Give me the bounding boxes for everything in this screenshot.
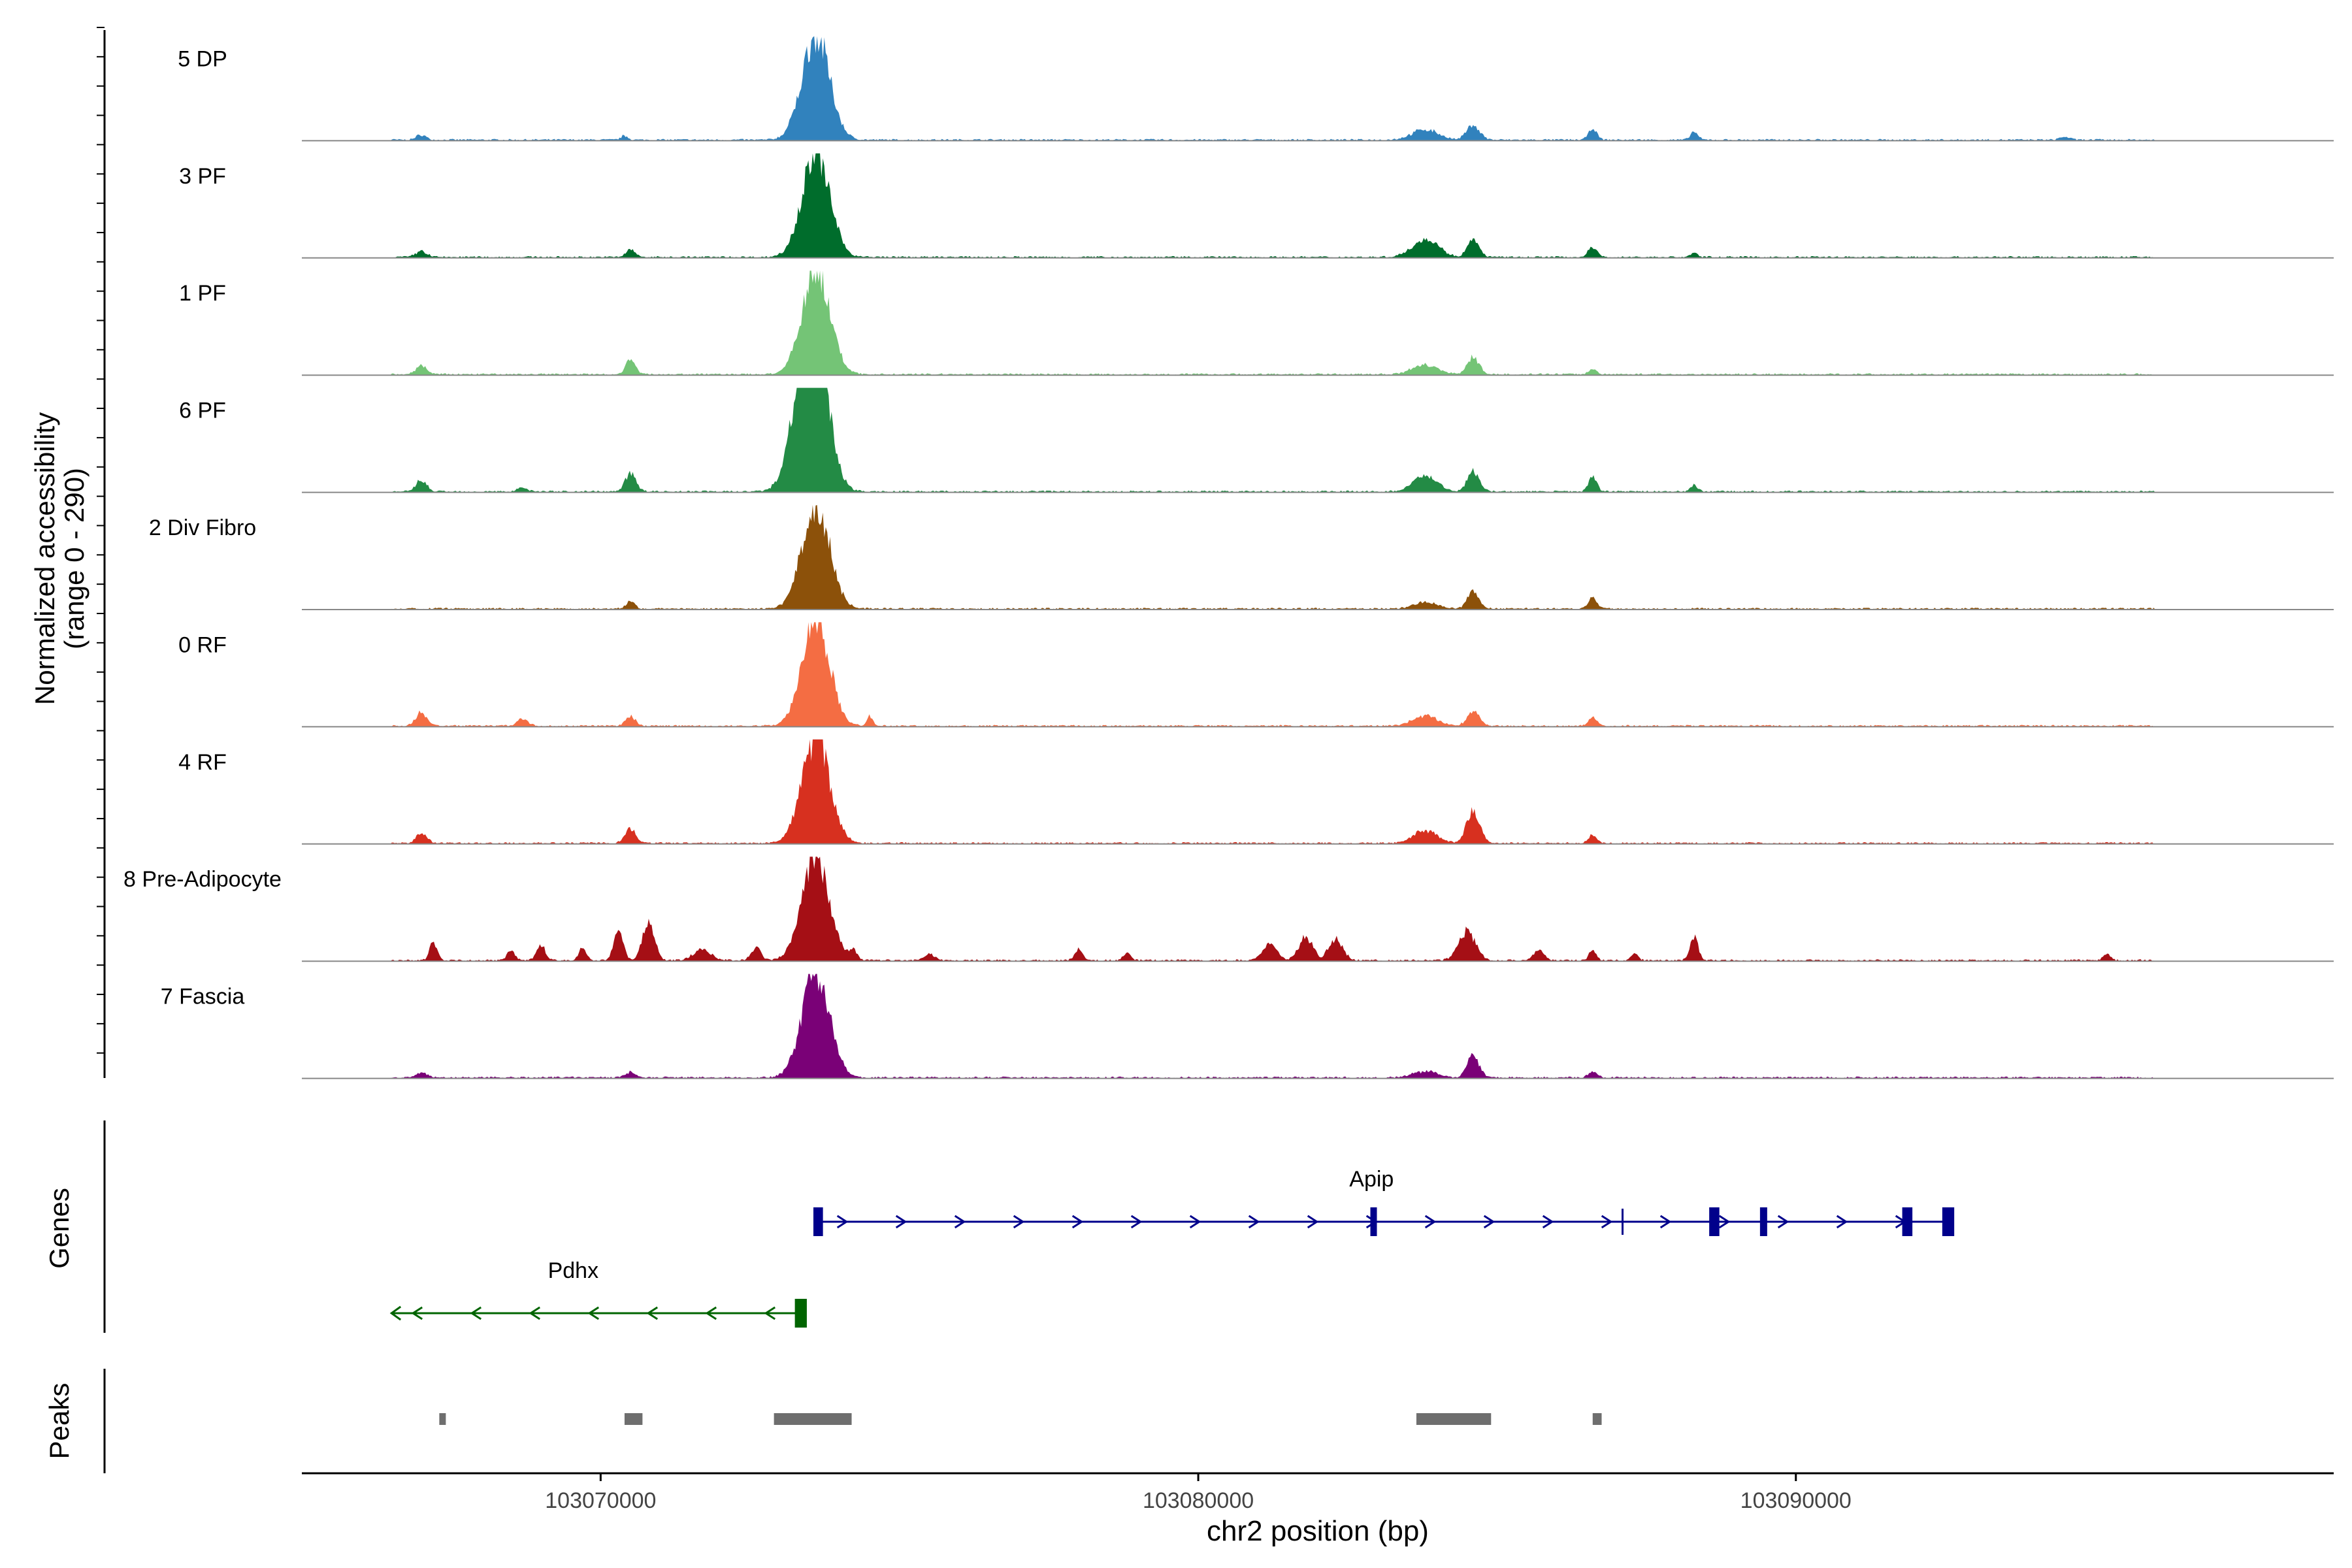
strand-arrow xyxy=(1130,1215,1143,1229)
gene-pdhx: Pdhx xyxy=(389,1258,807,1328)
coverage-area xyxy=(302,36,2334,141)
coverage-area xyxy=(302,270,2334,376)
strand-arrow xyxy=(1542,1215,1554,1229)
track-label: 0 RF xyxy=(178,632,227,657)
strand-arrow xyxy=(895,1215,907,1229)
exon xyxy=(813,1207,823,1236)
y-axis-label-range: (range 0 - 290) xyxy=(59,468,90,649)
track-6-pf: 6 PF xyxy=(97,378,2334,493)
exon xyxy=(1370,1207,1377,1236)
peak-track xyxy=(103,1369,1602,1473)
strand-arrow xyxy=(1189,1215,1201,1229)
exon xyxy=(794,1299,807,1328)
strand-arrow xyxy=(1659,1215,1672,1229)
strand-arrow xyxy=(587,1306,600,1320)
track-0-rf: 0 RF xyxy=(97,613,2334,728)
coverage-area xyxy=(302,622,2334,727)
peak-region xyxy=(774,1413,852,1425)
track-label: 1 PF xyxy=(179,281,226,306)
coverage-area xyxy=(302,739,2334,844)
strand-arrow xyxy=(1777,1215,1789,1229)
strand-arrow xyxy=(1013,1215,1025,1229)
exon xyxy=(1942,1207,1955,1236)
track-label: 4 RF xyxy=(178,750,227,775)
peak-region xyxy=(624,1413,643,1425)
strand-arrow xyxy=(646,1306,659,1320)
peaks-track-label: Peaks xyxy=(44,1383,74,1460)
track-label: 7 Fascia xyxy=(161,985,245,1009)
strand-arrow xyxy=(764,1306,776,1320)
track-label: 5 DP xyxy=(178,46,227,71)
x-axis-title: chr2 position (bp) xyxy=(1207,1515,1429,1547)
exon xyxy=(1759,1207,1767,1236)
strand-arrow xyxy=(470,1306,482,1320)
strand-arrow xyxy=(1307,1215,1319,1229)
track-3-pf: 3 PF xyxy=(97,144,2334,259)
strand-arrow xyxy=(1601,1215,1613,1229)
strand-arrow xyxy=(954,1215,966,1229)
gene-apip: Apip xyxy=(813,1167,1955,1236)
strand-arrow xyxy=(836,1215,849,1229)
strand-arrow xyxy=(529,1306,541,1320)
y-axis-label: Normalized accessibility xyxy=(29,412,60,705)
strand-arrow xyxy=(705,1306,717,1320)
track-label: 8 Pre-Adipocyte xyxy=(123,867,282,892)
strand-arrow xyxy=(411,1306,423,1320)
track-5-dp: 5 DP xyxy=(97,27,2334,142)
coverage-tracks: 5 DP 3 PF 1 PF 6 PF 2 Div Fibro 0 RF 4 RF 8 Pre… xyxy=(97,27,2334,1079)
gene-name: Apip xyxy=(1349,1167,1394,1192)
strand-arrow xyxy=(389,1305,402,1321)
x-tick-label: 103090000 xyxy=(1740,1488,1852,1513)
strand-arrow xyxy=(1836,1215,1848,1229)
coverage-area xyxy=(302,153,2334,258)
track-7-fascia: 7 Fascia xyxy=(97,964,2334,1079)
x-axis: 103070000 103080000 103090000 xyxy=(302,1472,2334,1513)
genes-track-label: Genes xyxy=(44,1188,74,1269)
gene-track: Apip Pdhx xyxy=(103,1120,1955,1333)
track-4-rf: 4 RF xyxy=(97,730,2334,845)
strand-arrow xyxy=(1424,1215,1437,1229)
coverage-area xyxy=(302,387,2334,493)
coverage-area xyxy=(302,505,2334,610)
track-2-div-fibro: 2 Div Fibro xyxy=(97,495,2334,610)
x-tick-label: 103080000 xyxy=(1143,1488,1254,1513)
track-label: 3 PF xyxy=(179,164,226,189)
peak-region xyxy=(1416,1413,1492,1425)
x-tick-label: 103070000 xyxy=(545,1488,656,1513)
exon xyxy=(1902,1207,1913,1236)
peak-region xyxy=(439,1413,446,1425)
strand-arrow xyxy=(1483,1215,1495,1229)
coverage-area xyxy=(302,973,2334,1079)
track-label: 2 Div Fibro xyxy=(149,515,256,540)
strand-arrow xyxy=(1718,1215,1731,1229)
strand-arrow xyxy=(1071,1215,1084,1229)
coverage-area xyxy=(302,857,2334,962)
track-1-pf: 1 PF xyxy=(97,261,2334,376)
track-label: 6 PF xyxy=(179,399,226,423)
track-8-pre-adipocyte: 8 Pre-Adipocyte xyxy=(97,847,2334,962)
strand-arrow xyxy=(1248,1215,1260,1229)
gene-name: Pdhx xyxy=(548,1258,599,1283)
exon xyxy=(1709,1207,1720,1236)
peak-region xyxy=(1592,1413,1602,1425)
